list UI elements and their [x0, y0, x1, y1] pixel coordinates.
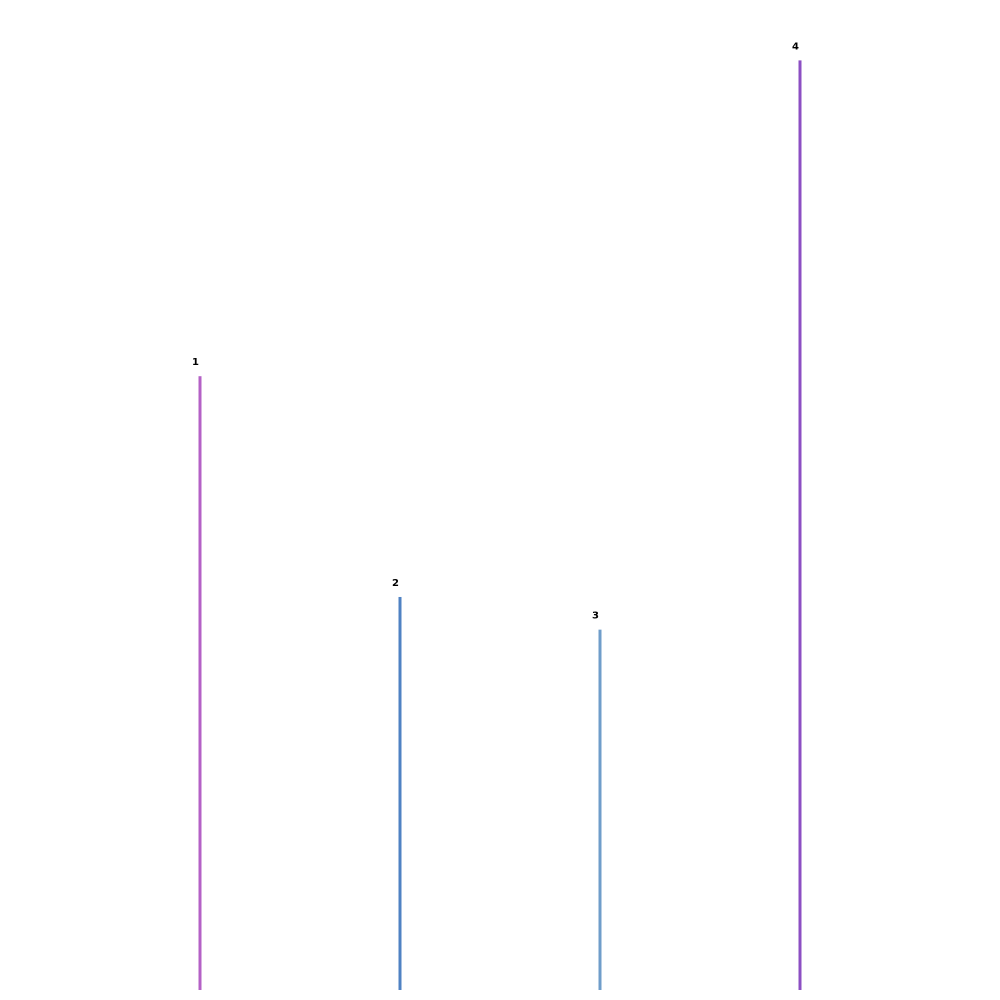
bar-label-1: 1 — [192, 357, 199, 368]
bar-4 — [799, 60, 802, 990]
bar-label-4: 4 — [792, 41, 799, 52]
bar-label-2: 2 — [392, 578, 399, 589]
bar-2 — [399, 597, 402, 990]
bar-3 — [599, 630, 602, 990]
bars-group — [199, 60, 802, 990]
bar-label-3: 3 — [592, 611, 599, 622]
labels-group: 1 2 3 4 — [192, 41, 799, 621]
bar-1 — [199, 376, 202, 990]
